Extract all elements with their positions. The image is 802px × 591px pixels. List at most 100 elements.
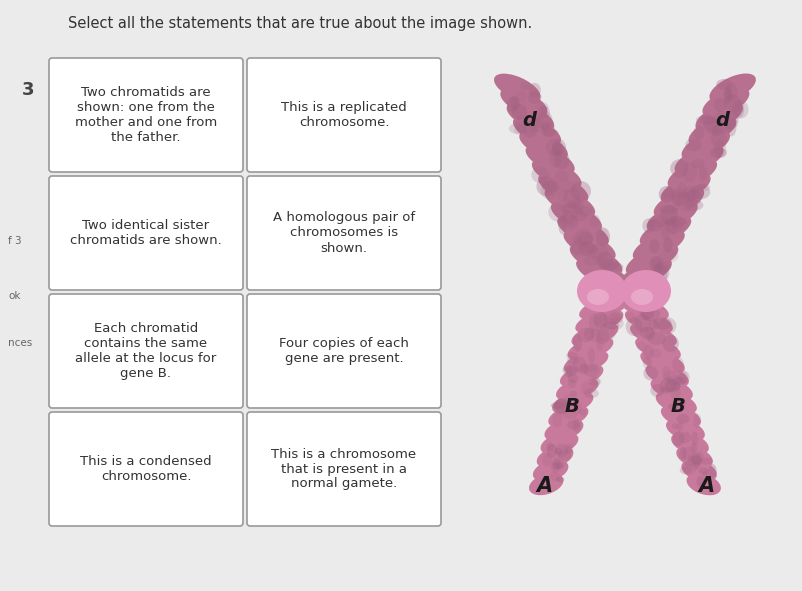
Ellipse shape — [661, 173, 711, 203]
Ellipse shape — [563, 410, 577, 420]
Text: A: A — [536, 476, 552, 496]
Ellipse shape — [683, 186, 700, 201]
Text: B: B — [670, 397, 686, 415]
Ellipse shape — [696, 115, 715, 124]
Text: This is a chromosome
that is present in a
normal gamete.: This is a chromosome that is present in … — [271, 447, 416, 491]
Ellipse shape — [549, 405, 589, 428]
Ellipse shape — [580, 241, 594, 256]
Text: A: A — [698, 476, 714, 496]
Text: f 3: f 3 — [8, 236, 22, 246]
Ellipse shape — [516, 115, 525, 134]
Ellipse shape — [587, 289, 609, 305]
Ellipse shape — [551, 402, 567, 410]
Ellipse shape — [691, 452, 702, 464]
Ellipse shape — [619, 258, 672, 290]
Ellipse shape — [699, 167, 707, 181]
Ellipse shape — [620, 296, 669, 320]
Ellipse shape — [688, 116, 736, 146]
Text: d: d — [715, 112, 729, 131]
FancyBboxPatch shape — [247, 294, 441, 408]
Ellipse shape — [541, 180, 561, 192]
Ellipse shape — [660, 206, 678, 225]
Ellipse shape — [703, 470, 709, 477]
Ellipse shape — [682, 459, 717, 482]
Ellipse shape — [660, 378, 676, 392]
Ellipse shape — [693, 454, 700, 469]
Ellipse shape — [557, 216, 609, 246]
Ellipse shape — [694, 125, 704, 140]
Ellipse shape — [542, 453, 552, 467]
Ellipse shape — [567, 356, 578, 365]
Ellipse shape — [531, 167, 549, 183]
Ellipse shape — [541, 181, 558, 200]
Ellipse shape — [642, 357, 652, 368]
Text: A homologous pair of
chromosomes is
shown.: A homologous pair of chromosomes is show… — [273, 212, 415, 255]
Ellipse shape — [708, 464, 717, 478]
Ellipse shape — [707, 119, 725, 136]
Ellipse shape — [563, 189, 581, 209]
Text: Two chromatids are
shown: one from the
mother and one from
the father.: Two chromatids are shown: one from the m… — [75, 86, 217, 144]
Ellipse shape — [711, 125, 721, 137]
Ellipse shape — [640, 327, 654, 339]
Text: This is a replicated
chromosome.: This is a replicated chromosome. — [282, 101, 407, 129]
Ellipse shape — [668, 215, 678, 236]
Ellipse shape — [666, 216, 687, 227]
Ellipse shape — [650, 378, 693, 401]
Ellipse shape — [626, 317, 642, 336]
Ellipse shape — [691, 159, 704, 169]
Ellipse shape — [676, 446, 713, 468]
Ellipse shape — [716, 79, 732, 89]
Ellipse shape — [659, 387, 671, 394]
Ellipse shape — [663, 371, 678, 382]
Ellipse shape — [534, 116, 543, 132]
Ellipse shape — [494, 74, 541, 103]
Ellipse shape — [577, 270, 627, 312]
Ellipse shape — [584, 363, 600, 377]
Ellipse shape — [690, 462, 700, 470]
Text: d: d — [522, 112, 536, 131]
Ellipse shape — [671, 423, 678, 429]
Ellipse shape — [579, 363, 589, 375]
Ellipse shape — [555, 398, 569, 414]
Ellipse shape — [579, 296, 629, 320]
Ellipse shape — [556, 378, 598, 401]
Ellipse shape — [723, 89, 732, 101]
Ellipse shape — [537, 176, 557, 196]
Ellipse shape — [596, 337, 604, 351]
Ellipse shape — [672, 356, 684, 373]
Ellipse shape — [541, 432, 578, 455]
Ellipse shape — [565, 366, 573, 378]
Ellipse shape — [670, 387, 681, 400]
Ellipse shape — [608, 313, 623, 324]
Ellipse shape — [554, 151, 569, 170]
Ellipse shape — [695, 102, 743, 132]
Ellipse shape — [552, 139, 563, 156]
Ellipse shape — [567, 420, 580, 430]
Ellipse shape — [659, 204, 678, 214]
Ellipse shape — [514, 125, 529, 135]
Ellipse shape — [533, 460, 569, 482]
Ellipse shape — [683, 461, 697, 475]
Ellipse shape — [691, 456, 702, 466]
Ellipse shape — [671, 432, 709, 455]
Ellipse shape — [588, 348, 595, 363]
Ellipse shape — [621, 270, 671, 312]
Ellipse shape — [572, 323, 618, 347]
Ellipse shape — [584, 327, 595, 340]
Ellipse shape — [597, 252, 613, 269]
Ellipse shape — [625, 309, 673, 334]
Ellipse shape — [573, 418, 581, 433]
Ellipse shape — [673, 431, 684, 446]
Ellipse shape — [646, 363, 689, 388]
Ellipse shape — [637, 342, 647, 351]
Ellipse shape — [678, 182, 687, 199]
Ellipse shape — [528, 91, 541, 103]
Ellipse shape — [537, 446, 573, 468]
Ellipse shape — [648, 215, 669, 228]
Ellipse shape — [529, 116, 539, 132]
Ellipse shape — [640, 350, 685, 374]
Ellipse shape — [568, 336, 614, 361]
Ellipse shape — [650, 256, 663, 274]
Ellipse shape — [552, 142, 561, 155]
FancyBboxPatch shape — [49, 176, 243, 290]
